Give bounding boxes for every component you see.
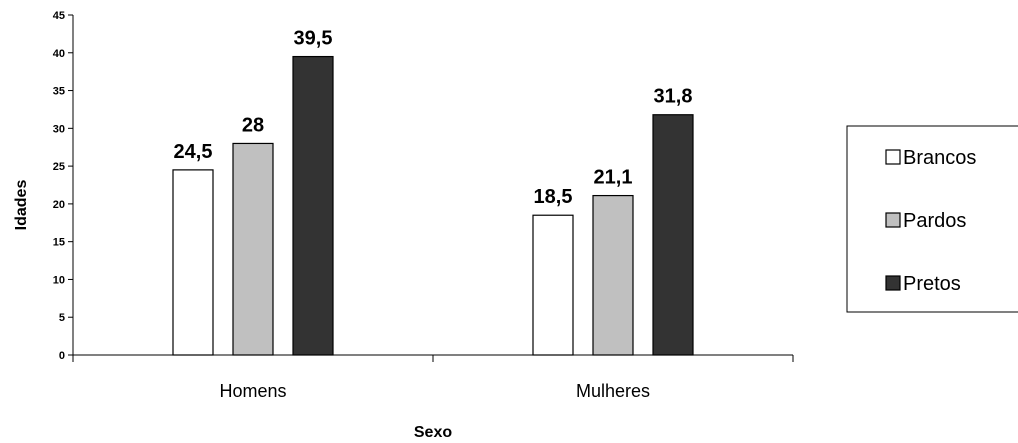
y-tick-label: 10 [53,274,65,286]
legend-swatch-brancos [885,149,901,165]
legend-label-brancos: Brancos [903,147,976,169]
x-axis: Homens Mulheres [72,354,794,401]
y-tick-label: 5 [59,312,65,324]
data-label: 39,5 [294,28,333,50]
data-label: 24,5 [174,141,213,163]
y-tick-label: 35 [53,86,65,98]
legend-swatch-pretos [885,275,901,291]
y-tick-label: 20 [53,199,65,211]
legend-label-pardos: Pardos [903,210,966,232]
y-tick-label: 30 [53,123,65,135]
data-labels: 24,5 28 39,5 18,5 21,1 31,8 [174,28,693,209]
legend-label-pretos: Pretos [903,273,961,295]
y-tick-label: 0 [59,350,65,362]
bar-pretos-homens [292,55,334,356]
y-axis-title: Idades [13,180,30,231]
bar-pardos-mulheres [592,194,634,356]
bar-brancos-homens [172,169,214,356]
x-axis-title: Sexo [414,424,452,441]
y-axis: 0 5 10 15 20 25 30 35 40 45 [53,10,74,362]
x-category-label: Mulheres [576,381,650,401]
y-tick-label: 15 [53,237,65,249]
bar-pretos-mulheres [652,114,694,356]
legend-box [846,125,1018,313]
bar-brancos-mulheres [532,214,574,356]
data-label: 31,8 [654,86,693,108]
bars [172,55,694,356]
data-label: 28 [242,114,264,136]
y-tick-label: 25 [53,161,65,173]
data-label: 18,5 [534,186,573,208]
y-tick-label: 45 [53,10,65,22]
bar-pardos-homens [232,142,274,356]
legend-swatch-pardos [885,212,901,228]
x-category-label: Homens [219,381,286,401]
y-tick-label: 40 [53,48,65,60]
legend: Brancos Pardos Pretos [846,125,1018,313]
data-label: 21,1 [594,167,633,189]
